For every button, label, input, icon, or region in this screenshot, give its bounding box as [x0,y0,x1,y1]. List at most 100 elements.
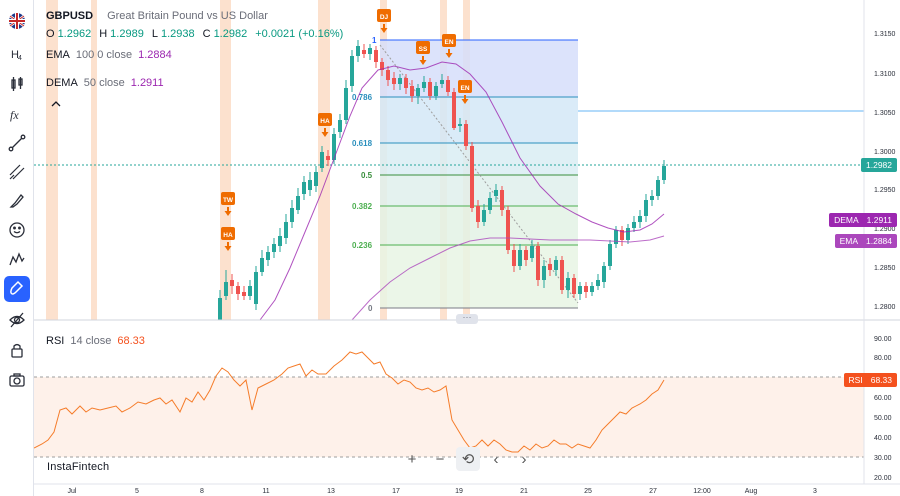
change-value: +0.0021 (+0.16%) [255,28,344,40]
down-arrow-icon [224,207,232,216]
reset-view-button[interactable]: ⟲ [456,447,480,471]
flag-uk-icon[interactable] [4,8,30,34]
price-axis-label: 1.3100 [874,71,896,78]
candle [626,224,630,244]
fib-icon[interactable] [4,159,30,185]
candle [290,200,294,228]
candle [344,80,348,124]
zoom-in-button[interactable]: + [407,450,417,468]
high-label: H [99,28,108,40]
event-marker-badge [416,41,430,54]
price-axis-label: 1.3000 [874,149,896,156]
candle [302,176,306,200]
candle [272,238,276,258]
ema-params: 100 0 close [75,49,133,61]
candle [644,194,648,222]
time-axis-label: 11 [262,488,269,495]
fib-zone [380,97,578,143]
candle [296,188,300,214]
candle [440,74,444,88]
candle [446,76,450,96]
chart-area[interactable]: 1 0.786 0.618 0.5 0.382 0.236 0 DJ SS EN EN HA TW HA 1… [33,0,900,496]
trendline-icon[interactable] [4,130,30,156]
candle [542,260,546,288]
fib-label: 0 [368,304,373,313]
time-axis-label: 13 [327,488,335,495]
event-marker-label: HA [223,232,233,239]
candle [650,190,654,206]
brand-logo: InstaFintech [47,461,110,473]
candle [482,204,486,226]
screenshot-icon[interactable] [4,367,30,393]
candle [566,272,570,298]
fib-label: 0.382 [352,202,373,211]
close-value: 1.2982 [213,28,248,40]
time-axis-label: 21 [520,488,528,495]
fib-zone [380,175,578,206]
event-marker-label: EN [444,39,453,46]
time-axis-label: Jul [68,488,77,495]
scroll-left-button[interactable]: ‹ [493,450,499,468]
candle [434,82,438,100]
hide-icon[interactable] [4,307,30,333]
svg-text:4: 4 [18,55,22,62]
down-arrow-icon [461,95,469,104]
ema-legend[interactable]: EMA 100 0 close 1.2884 [46,49,172,61]
zoom-out-button[interactable]: − [435,450,445,468]
fib-label: 1 [372,36,377,45]
collapse-legend-button[interactable] [50,99,64,111]
candle [242,286,246,300]
candle [374,46,378,68]
candle [410,80,414,102]
candle [326,150,330,166]
chart-canvas[interactable]: 1 0.786 0.618 0.5 0.382 0.236 0 DJ SS EN EN HA TW HA 1… [33,0,900,496]
candle [470,142,474,212]
pane-resize-handle[interactable]: ··· [456,313,478,324]
down-arrow-icon [445,49,453,58]
open-label: O [46,28,55,40]
time-axis-label: 5 [135,488,139,495]
session-band [46,0,58,320]
event-marker-badge [221,227,235,240]
low-label: L [151,28,158,40]
candle [452,88,456,130]
dema-legend[interactable]: DEMA 50 close 1.2911 [46,77,164,89]
fib-label: 0.5 [361,171,373,180]
ema-name: EMA [46,49,70,61]
candle [362,44,366,58]
candle [590,282,594,296]
candle [518,244,522,270]
scroll-right-button[interactable]: › [521,450,527,468]
symbol-name[interactable]: GBPUSD [46,10,94,22]
last-price-tag: 1.2982 [861,158,897,172]
open-value: 1.2962 [57,28,92,40]
candle [230,274,234,294]
candle [320,146,324,172]
lock-icon[interactable] [4,337,30,363]
indicators-icon[interactable]: fx [4,101,30,127]
candle [662,160,666,184]
rsi-legend[interactable]: RSI 14 close 68.33 [46,335,145,347]
patterns-icon[interactable] [4,246,30,272]
magnet-icon[interactable] [4,276,30,302]
dema-line [259,61,665,321]
time-axis-label: 25 [584,488,592,495]
candle [530,240,534,262]
candles-icon[interactable] [4,71,30,97]
time-axis-label: 17 [392,488,400,495]
candle [314,166,318,192]
high-value: 1.2989 [110,28,144,40]
fib-label: 0.786 [352,93,373,102]
dema-name: DEMA [46,77,78,89]
emoji-icon[interactable] [4,217,30,243]
close-label: C [202,28,211,40]
rsi-params: 14 close [70,335,112,347]
event-marker-label: SS [419,46,428,53]
candle [464,120,468,150]
fib-label: 0.236 [352,241,373,250]
brush-icon[interactable] [4,188,30,214]
price-axis-label: 1.2950 [874,187,896,194]
event-marker-badge [377,9,391,22]
time-axis-label: Aug [745,488,758,495]
